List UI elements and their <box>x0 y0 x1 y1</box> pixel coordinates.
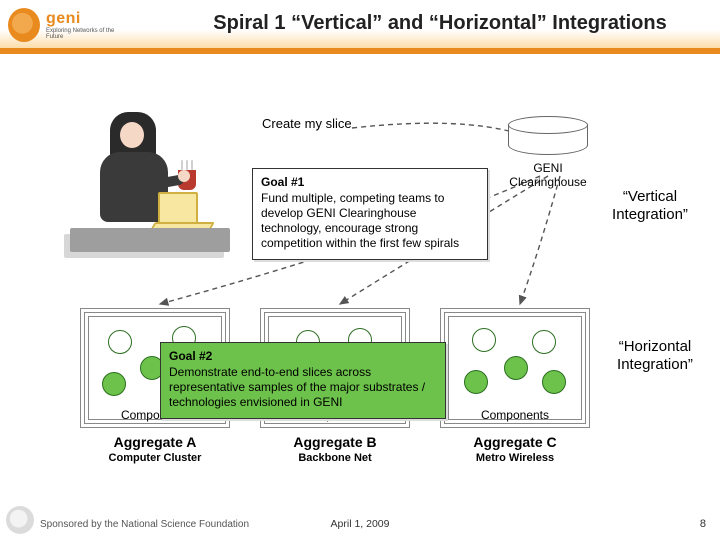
node-icon <box>532 330 556 354</box>
diagram-canvas: Create my slice GENI Clearinghouse Goal … <box>0 58 720 500</box>
aggregate-subtitle: Backbone Net <box>260 452 410 464</box>
aggregate-subtitle: Computer Cluster <box>80 452 230 464</box>
node-icon <box>464 370 488 394</box>
aggregate-title: Aggregate B <box>260 434 410 450</box>
vertical-integration-label: “Vertical Integration” <box>600 188 700 224</box>
logo-text: geni <box>46 10 128 28</box>
aggregate-title: Aggregate A <box>80 434 230 450</box>
desk-icon <box>70 228 230 252</box>
goal1-title: Goal #1 <box>261 175 479 189</box>
laptop-icon <box>158 192 220 232</box>
slide-footer: Sponsored by the National Science Founda… <box>0 500 720 540</box>
node-icon <box>472 328 496 352</box>
goal2-body: Demonstrate end-to-end slices across rep… <box>169 365 437 410</box>
aggregate-title: Aggregate C <box>440 434 590 450</box>
create-slice-label: Create my slice <box>262 116 352 131</box>
node-icon <box>504 356 528 380</box>
clearinghouse-label-line2: Clearinghouse <box>509 175 586 189</box>
node-icon <box>108 330 132 354</box>
user-illustration <box>70 106 220 256</box>
logo-tagline: Exploring Networks of the Future <box>46 28 128 40</box>
goal2-box: Goal #2 Demonstrate end-to-end slices ac… <box>160 342 446 419</box>
clearinghouse-label-line1: GENI <box>533 161 562 175</box>
geni-logo: geni Exploring Networks of the Future <box>8 4 128 46</box>
goal2-title: Goal #2 <box>169 349 437 363</box>
aggregate-c: Components Aggregate C Metro Wireless <box>440 308 590 464</box>
components-label: Components <box>440 408 590 422</box>
goal1-box: Goal #1 Fund multiple, competing teams t… <box>252 168 488 260</box>
clearinghouse-cylinder: GENI Clearinghouse <box>508 116 588 190</box>
logo-swirl-icon <box>8 8 40 42</box>
slide-header: geni Exploring Networks of the Future Sp… <box>0 0 720 58</box>
node-icon <box>542 370 566 394</box>
footer-date: April 1, 2009 <box>0 518 720 530</box>
goal1-body: Fund multiple, competing teams to develo… <box>261 191 479 251</box>
node-icon <box>102 372 126 396</box>
horizontal-integration-label: “Horizontal Integration” <box>600 338 710 374</box>
clearinghouse-label: GENI Clearinghouse <box>509 162 586 190</box>
slide-title: Spiral 1 “Vertical” and “Horizontal” Int… <box>180 12 700 35</box>
aggregate-subtitle: Metro Wireless <box>440 452 590 464</box>
footer-page-number: 8 <box>700 518 706 530</box>
header-stripe <box>0 48 720 54</box>
cylinder-icon <box>508 116 588 160</box>
